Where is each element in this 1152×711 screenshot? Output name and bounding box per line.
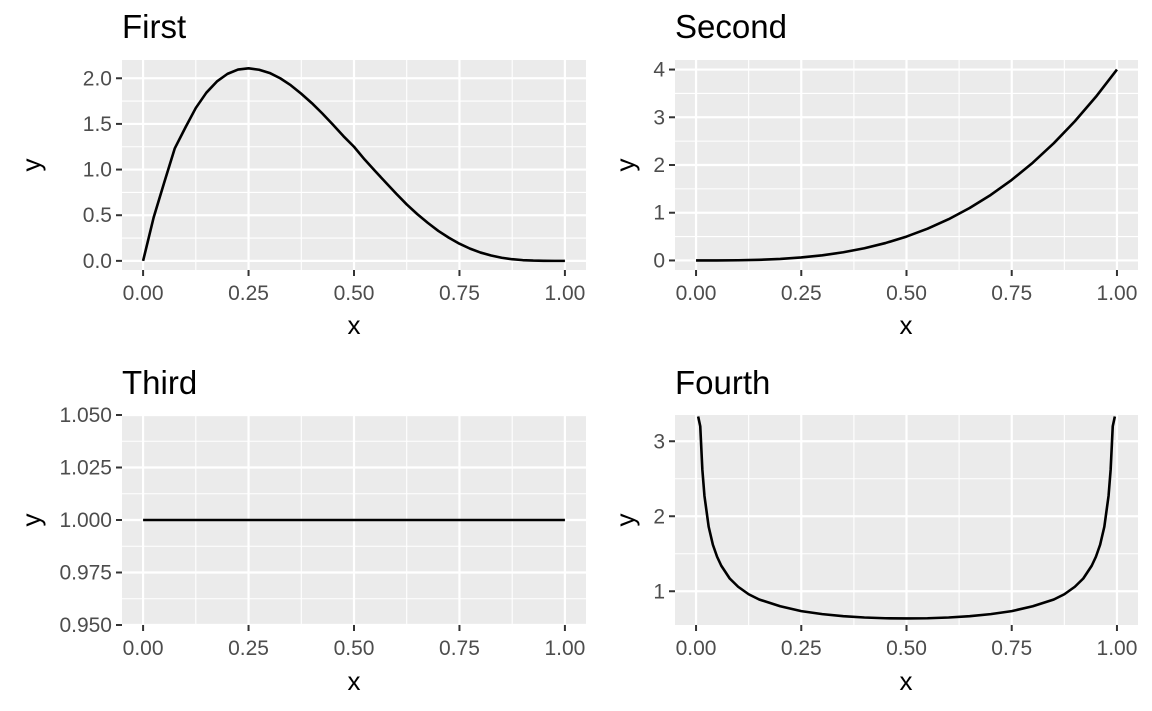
y-tick-label: 2.0 <box>83 67 112 90</box>
y-tick-label: 3 <box>653 106 665 129</box>
series-line <box>696 416 1117 620</box>
x-axis-ticks: 0.00 0.25 0.50 0.75 1.00 <box>123 270 585 305</box>
y-tick-label: 0 <box>653 249 665 272</box>
x-axis-label: x <box>348 666 361 696</box>
panel-title: Second <box>675 8 787 45</box>
y-tick-label: 0.950 <box>59 614 112 637</box>
y-axis-ticks: 0 1 2 3 4 <box>653 59 675 272</box>
x-tick-label: 0.75 <box>991 637 1032 660</box>
y-tick-label: 0.0 <box>83 250 112 273</box>
y-tick-label: 2 <box>653 154 665 177</box>
y-tick-label: 1.050 <box>59 404 112 427</box>
x-axis-ticks: 0.00 0.25 0.50 0.75 1.00 <box>123 625 585 660</box>
panel-title: First <box>122 8 186 45</box>
x-axis-label: x <box>900 310 913 340</box>
x-axis-ticks: 0.00 0.25 0.50 0.75 1.00 <box>676 625 1138 660</box>
panel-third: Third 0.00 0.25 0.50 0.75 1.00 0.950 0.975 1.0… <box>16 364 586 696</box>
series-line <box>696 68 1118 262</box>
y-axis-label: y <box>610 159 640 172</box>
y-tick-label: 1.025 <box>59 457 112 480</box>
gridlines <box>675 415 1138 625</box>
panel-first: First 0.00 0.25 0.50 0.75 1.00 0.0 0.5 1.0 1.5 2… <box>16 8 586 340</box>
y-axis-ticks: 1 2 3 <box>653 430 675 603</box>
x-tick-label: 0.50 <box>886 637 927 660</box>
y-axis-ticks: 0.0 0.5 1.0 1.5 2.0 <box>83 67 122 273</box>
gridlines <box>122 60 586 270</box>
x-tick-label: 0.25 <box>781 637 822 660</box>
y-axis-ticks: 0.950 0.975 1.000 1.025 1.050 <box>59 404 122 637</box>
x-tick-label: 0.25 <box>228 637 269 660</box>
panel-fourth: Fourth 0.00 0.25 0.50 0.75 1.00 1 2 3 x y <box>610 364 1138 696</box>
x-tick-label: 1.00 <box>1097 637 1138 660</box>
y-tick-label: 2 <box>653 505 665 528</box>
x-axis-ticks: 0.00 0.25 0.50 0.75 1.00 <box>676 270 1138 305</box>
x-axis-label: x <box>348 310 361 340</box>
y-tick-label: 0.975 <box>59 562 112 585</box>
x-axis-label: x <box>900 666 913 696</box>
x-tick-label: 0.25 <box>781 282 822 305</box>
y-tick-label: 1.5 <box>83 113 112 136</box>
x-tick-label: 1.00 <box>544 637 585 660</box>
x-tick-label: 0.50 <box>334 637 375 660</box>
y-tick-label: 3 <box>653 430 665 453</box>
y-tick-label: 0.5 <box>83 204 112 227</box>
x-tick-label: 0.00 <box>123 282 164 305</box>
x-tick-label: 0.75 <box>439 637 480 660</box>
x-tick-label: 0.00 <box>123 637 164 660</box>
x-tick-label: 0.50 <box>886 282 927 305</box>
y-tick-label: 1.0 <box>83 159 112 182</box>
series-line <box>141 67 565 263</box>
y-axis-label: y <box>610 514 640 527</box>
x-tick-label: 0.25 <box>228 282 269 305</box>
y-tick-label: 4 <box>653 59 665 82</box>
series-layer <box>696 416 1117 620</box>
y-tick-label: 1 <box>653 202 665 225</box>
x-tick-label: 0.50 <box>334 282 375 305</box>
x-tick-label: 0.00 <box>676 282 717 305</box>
panel-title: Fourth <box>675 364 770 401</box>
y-axis-label: y <box>16 159 46 172</box>
y-tick-label: 1.000 <box>59 509 112 532</box>
x-tick-label: 1.00 <box>544 282 585 305</box>
y-axis-label: y <box>16 514 46 527</box>
y-tick-label: 1 <box>653 580 665 603</box>
x-tick-label: 0.75 <box>439 282 480 305</box>
series-layer <box>141 67 565 263</box>
x-tick-label: 0.75 <box>991 282 1032 305</box>
series-layer <box>696 68 1118 262</box>
x-tick-label: 0.00 <box>676 637 717 660</box>
panel-title: Third <box>122 364 197 401</box>
panel-second: Second 0.00 0.25 0.50 0.75 1.00 0 1 2 3 4 x y <box>610 8 1138 340</box>
x-tick-label: 1.00 <box>1097 282 1138 305</box>
